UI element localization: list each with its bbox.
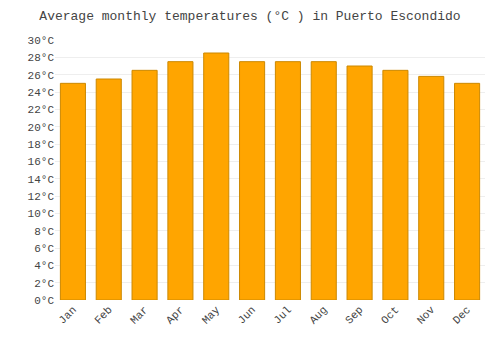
svg-text:Oct: Oct <box>379 304 401 326</box>
svg-text:30°C: 30°C <box>28 35 55 47</box>
svg-text:Jan: Jan <box>56 304 78 326</box>
svg-text:20°C: 20°C <box>28 122 55 134</box>
svg-text:Feb: Feb <box>92 304 114 326</box>
svg-text:Jun: Jun <box>236 304 258 326</box>
svg-text:10°C: 10°C <box>28 208 55 220</box>
svg-text:2°C: 2°C <box>34 278 54 290</box>
svg-text:8°C: 8°C <box>34 226 54 238</box>
svg-text:12°C: 12°C <box>28 191 55 203</box>
svg-text:16°C: 16°C <box>28 156 55 168</box>
svg-text:Apr: Apr <box>164 304 186 326</box>
svg-text:14°C: 14°C <box>28 174 55 186</box>
svg-text:Aug: Aug <box>307 304 329 326</box>
svg-text:Nov: Nov <box>415 304 438 327</box>
svg-text:6°C: 6°C <box>34 243 54 255</box>
svg-text:28°C: 28°C <box>28 52 55 64</box>
svg-text:Dec: Dec <box>451 304 473 326</box>
svg-text:Sep: Sep <box>343 304 365 326</box>
svg-text:26°C: 26°C <box>28 70 55 82</box>
svg-text:18°C: 18°C <box>28 139 55 151</box>
svg-text:Average monthly temperatures (: Average monthly temperatures (°C ) in Pu… <box>39 9 460 24</box>
svg-text:4°C: 4°C <box>34 260 54 272</box>
svg-text:Mar: Mar <box>128 304 150 326</box>
svg-text:24°C: 24°C <box>28 87 55 99</box>
svg-text:0°C: 0°C <box>34 295 54 307</box>
svg-text:May: May <box>200 304 223 327</box>
svg-text:Jul: Jul <box>271 304 293 326</box>
svg-text:22°C: 22°C <box>28 104 55 116</box>
